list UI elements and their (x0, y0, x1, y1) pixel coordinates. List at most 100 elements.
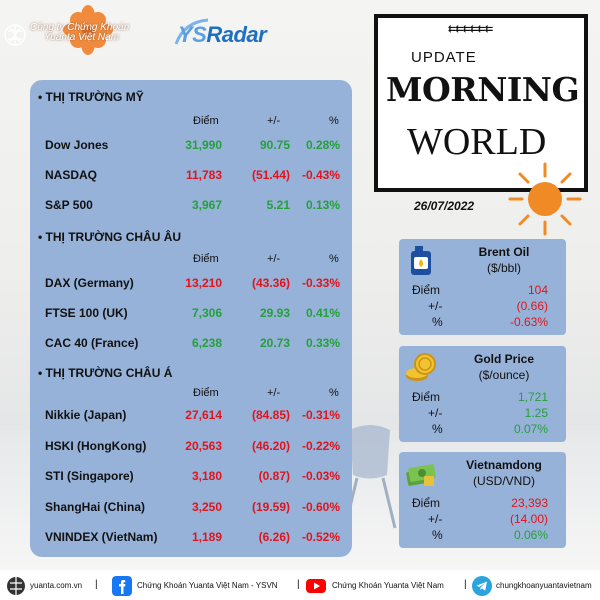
index-change: (0.87) (258, 469, 290, 483)
index-change: 29.93 (259, 306, 290, 320)
index-points: 3,967 (191, 198, 222, 212)
commodity-unit: ($/bbl) (486, 261, 521, 275)
commodity-unit: (USD/VND) (473, 474, 535, 488)
label-percent: % (432, 528, 443, 542)
label-points: Điểm (412, 390, 441, 404)
index-percent: 0.28% (305, 138, 340, 152)
index-name: NASDAQ (45, 168, 98, 182)
column-header-points: Điểm (193, 387, 219, 399)
index-points: 20,563 (185, 439, 222, 453)
commodity-unit: ($/ounce) (478, 368, 530, 382)
index-name: Nikkie (Japan) (45, 408, 127, 422)
index-percent: 0.41% (305, 306, 340, 320)
index-name: STI (Singapore) (45, 469, 134, 483)
column-header-change: +/- (267, 253, 281, 265)
commodity-percent: -0.63% (509, 315, 548, 329)
oil-can-icon (404, 243, 438, 277)
index-name: DAX (Germany) (45, 276, 134, 290)
update-label: UPDATE (411, 49, 477, 66)
index-points: 3,180 (191, 469, 222, 483)
column-header-percent: % (329, 387, 339, 399)
index-change: (46.20) (251, 439, 290, 453)
index-change: 20.73 (259, 336, 290, 350)
commodity-percent: 0.06% (513, 528, 548, 542)
index-percent: -0.60% (301, 500, 340, 514)
commodity-title: Gold Price (473, 352, 535, 366)
youtube-icon (306, 579, 326, 593)
index-change: 90.75 (259, 138, 290, 152)
index-percent: -0.33% (301, 276, 340, 290)
markets-panel (30, 80, 352, 557)
yuanta-globe-icon (4, 24, 26, 46)
ys-radar-wordmark: YSRadar (178, 22, 267, 47)
index-name: HSKI (HongKong) (45, 439, 147, 453)
world-label: WORLD (407, 121, 547, 163)
telegram-link[interactable]: chungkhoanyuantavietnam (496, 581, 592, 590)
index-percent: -0.31% (301, 408, 340, 422)
column-header-change: +/- (267, 387, 281, 399)
index-points: 1,189 (191, 530, 222, 544)
index-name: S&P 500 (45, 198, 93, 212)
index-points: 7,306 (191, 306, 222, 320)
header: Công ty Chứng Khoán Yuanta Việt Nam YSRa… (0, 0, 370, 70)
index-percent: 0.33% (305, 336, 340, 350)
company-name: Công ty Chứng Khoán Yuanta Việt Nam (30, 22, 130, 43)
index-percent: -0.52% (301, 530, 340, 544)
footer-separator: | (95, 579, 98, 590)
ys-radar-logo-icon (174, 18, 209, 45)
index-percent: -0.22% (301, 439, 340, 453)
index-change: (19.59) (251, 500, 290, 514)
index-percent: -0.03% (301, 469, 340, 483)
index-change: (6.26) (258, 530, 290, 544)
commodity-points: 1,721 (517, 390, 548, 404)
index-name: CAC 40 (France) (45, 336, 139, 350)
section-title-asia: • THỊ TRƯỜNG CHÂU Á (38, 366, 173, 380)
footer-separator: | (464, 579, 467, 590)
commodity-change: (0.66) (516, 299, 548, 313)
index-points: 11,783 (185, 168, 222, 182)
index-points: 27,614 (185, 408, 222, 422)
index-points: 6,238 (191, 336, 222, 350)
column-header-points: Điểm (193, 253, 219, 265)
column-header-points: Điểm (193, 115, 219, 127)
label-change: +/- (428, 512, 443, 526)
section-title-us: • THỊ TRƯỜNG MỸ (38, 90, 144, 104)
index-change: 5.21 (266, 198, 290, 212)
label-change: +/- (428, 406, 443, 420)
index-name: FTSE 100 (UK) (45, 306, 128, 320)
commodity-title: Vietnamdong (466, 458, 542, 472)
index-percent: -0.43% (301, 168, 340, 182)
facebook-icon (112, 576, 132, 596)
label-points: Điểm (412, 496, 441, 510)
flower-logo-icon (63, 5, 113, 55)
commodity-change: 1.25 (524, 406, 548, 420)
commodity-points: 23,393 (511, 496, 548, 510)
facebook-link[interactable]: Chứng Khoán Yuanta Việt Nam - YSVN (137, 581, 278, 590)
youtube-link[interactable]: Chứng Khoán Yuanta Việt Nam (332, 581, 444, 590)
column-header-percent: % (329, 253, 339, 265)
commodity-change: (14.00) (509, 512, 548, 526)
index-change: (84.85) (251, 408, 290, 422)
label-percent: % (432, 422, 443, 436)
label-percent: % (432, 315, 443, 329)
index-points: 13,210 (185, 276, 222, 290)
commodity-title: Brent Oil (478, 245, 530, 259)
footer: yuanta.com.vn | Chứng Khoán Yuanta Việt … (0, 570, 600, 600)
index-percent: 0.13% (305, 198, 340, 212)
label-change: +/- (428, 299, 443, 313)
yuanta-globe-icon (7, 577, 25, 595)
footer-separator: | (297, 579, 300, 590)
gold-coins-icon (404, 350, 438, 384)
money-stack-icon (404, 456, 438, 490)
section-title-eu: • THỊ TRƯỜNG CHÂU ÂU (38, 230, 182, 244)
index-change: (51.44) (251, 168, 290, 182)
morning-label: MORNING (386, 70, 580, 109)
report-date: 26/07/2022 (414, 199, 475, 213)
website-link[interactable]: yuanta.com.vn (30, 581, 83, 590)
label-points: Điểm (412, 283, 441, 297)
telegram-icon (472, 576, 492, 596)
index-name: ShangHai (China) (45, 500, 146, 514)
arrows-decoration: ⇇⇇⇇⇇⇇⇇ (448, 24, 493, 35)
index-change: (43.36) (251, 276, 290, 290)
index-name: Dow Jones (45, 138, 109, 152)
